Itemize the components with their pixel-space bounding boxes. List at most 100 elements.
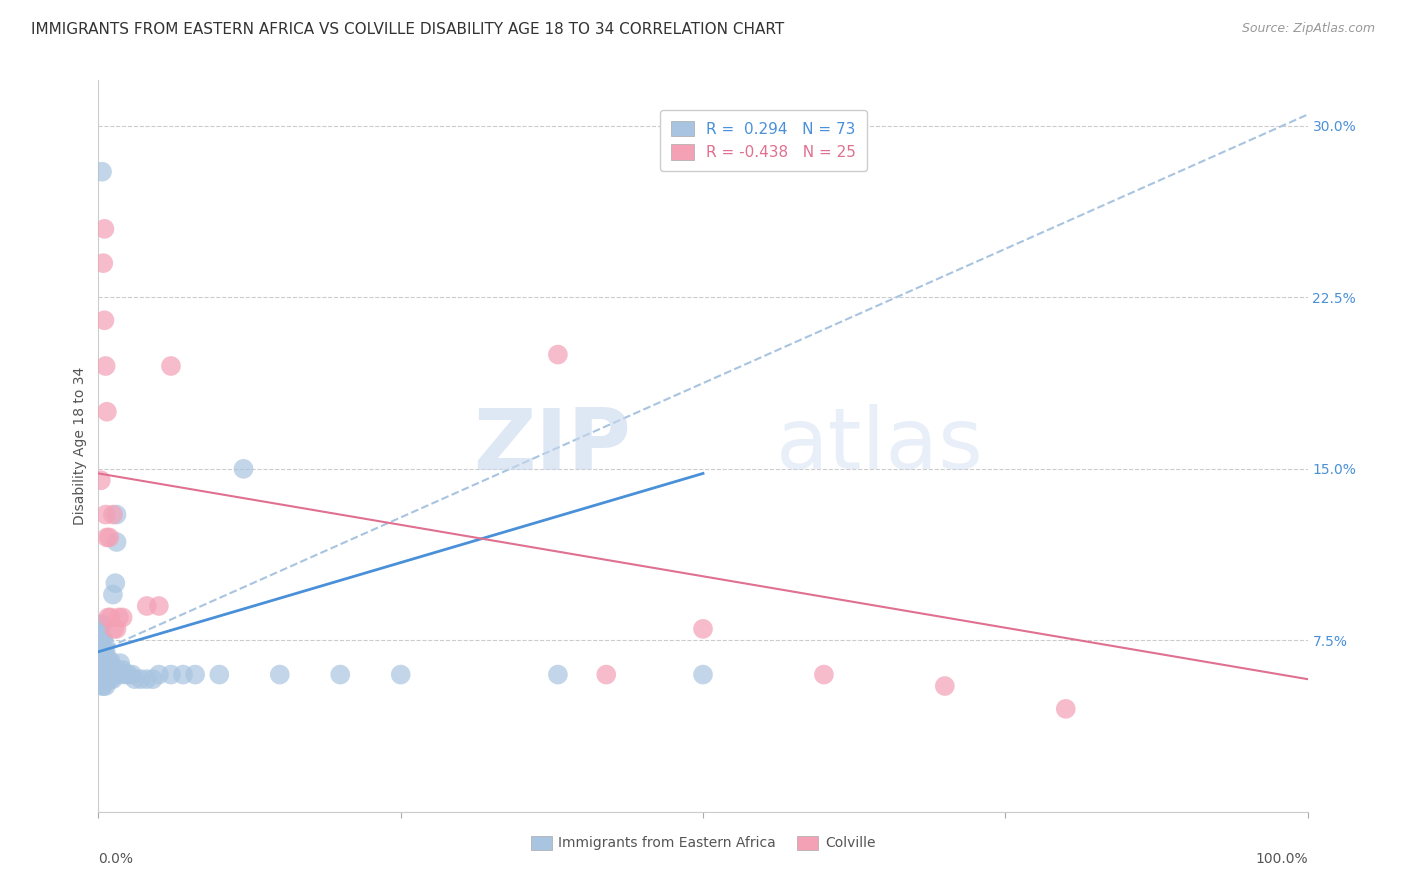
Point bbox=[93, 313, 115, 327]
Point bbox=[91, 656, 114, 670]
Point bbox=[94, 667, 117, 681]
Point bbox=[96, 530, 118, 544]
Point bbox=[96, 672, 118, 686]
Point bbox=[111, 610, 134, 624]
Point bbox=[93, 654, 115, 668]
Point bbox=[93, 635, 115, 649]
Point bbox=[105, 622, 128, 636]
Point bbox=[94, 508, 117, 522]
Point bbox=[100, 610, 122, 624]
Point bbox=[100, 667, 122, 681]
Y-axis label: Disability Age 18 to 34: Disability Age 18 to 34 bbox=[73, 367, 87, 525]
Point bbox=[160, 359, 183, 373]
Point bbox=[269, 667, 291, 681]
Text: Source: ZipAtlas.com: Source: ZipAtlas.com bbox=[1241, 22, 1375, 36]
Text: 100.0%: 100.0% bbox=[1256, 852, 1308, 866]
Point bbox=[91, 679, 114, 693]
Point bbox=[90, 635, 112, 649]
Text: 0.0%: 0.0% bbox=[98, 852, 134, 866]
Point bbox=[813, 667, 835, 681]
Point bbox=[94, 645, 117, 659]
Point bbox=[107, 663, 129, 677]
Point bbox=[172, 667, 194, 681]
Point bbox=[100, 654, 122, 668]
Point bbox=[124, 672, 146, 686]
Point bbox=[104, 576, 127, 591]
Point bbox=[91, 633, 114, 648]
Point bbox=[160, 667, 183, 681]
Point bbox=[93, 645, 115, 659]
Point bbox=[93, 222, 115, 236]
Point bbox=[90, 663, 112, 677]
Text: ZIP: ZIP bbox=[472, 404, 630, 488]
Point bbox=[97, 654, 120, 668]
Point bbox=[389, 667, 412, 681]
Point bbox=[91, 679, 114, 693]
Point bbox=[101, 672, 124, 686]
Point bbox=[89, 656, 111, 670]
Point bbox=[595, 667, 617, 681]
Point bbox=[105, 535, 128, 549]
Point bbox=[91, 645, 114, 659]
Point bbox=[98, 530, 121, 544]
Point bbox=[114, 667, 136, 681]
Point bbox=[98, 667, 121, 681]
Text: atlas: atlas bbox=[776, 404, 984, 488]
Point bbox=[91, 164, 114, 178]
Point bbox=[108, 656, 131, 670]
Point bbox=[98, 656, 121, 670]
Point bbox=[91, 617, 114, 632]
Point bbox=[89, 622, 111, 636]
Text: IMMIGRANTS FROM EASTERN AFRICA VS COLVILLE DISABILITY AGE 18 TO 34 CORRELATION C: IMMIGRANTS FROM EASTERN AFRICA VS COLVIL… bbox=[31, 22, 785, 37]
Point bbox=[91, 667, 114, 681]
Point bbox=[129, 672, 152, 686]
Point bbox=[90, 645, 112, 659]
Point bbox=[91, 645, 114, 659]
Point bbox=[103, 663, 125, 677]
Point bbox=[94, 656, 117, 670]
Point bbox=[100, 672, 122, 686]
Point bbox=[89, 645, 111, 659]
Point bbox=[96, 405, 118, 419]
Point bbox=[111, 663, 134, 677]
Point bbox=[93, 663, 115, 677]
Point bbox=[108, 610, 131, 624]
Point bbox=[89, 667, 111, 681]
Point bbox=[135, 599, 157, 613]
Point bbox=[90, 473, 112, 487]
Point bbox=[96, 654, 118, 668]
Point bbox=[103, 622, 125, 636]
Point bbox=[142, 672, 165, 686]
Point bbox=[90, 617, 112, 632]
Point bbox=[91, 256, 114, 270]
Point bbox=[94, 359, 117, 373]
Point bbox=[93, 672, 115, 686]
Point bbox=[135, 672, 157, 686]
Point bbox=[934, 679, 956, 693]
Point bbox=[184, 667, 207, 681]
Point bbox=[148, 599, 170, 613]
Point bbox=[692, 667, 714, 681]
Point bbox=[96, 663, 118, 677]
Point bbox=[90, 654, 112, 668]
Point bbox=[91, 667, 114, 681]
Point bbox=[118, 667, 141, 681]
Point bbox=[108, 667, 131, 681]
Point bbox=[692, 622, 714, 636]
Point bbox=[101, 508, 124, 522]
Point bbox=[1054, 702, 1077, 716]
Point bbox=[91, 656, 114, 670]
Point bbox=[91, 633, 114, 648]
Legend: R =  0.294   N = 73, R = -0.438   N = 25: R = 0.294 N = 73, R = -0.438 N = 25 bbox=[661, 110, 866, 171]
Point bbox=[97, 672, 120, 686]
Point bbox=[105, 508, 128, 522]
Point bbox=[90, 626, 112, 640]
Point bbox=[101, 588, 124, 602]
Point bbox=[208, 667, 231, 681]
Point bbox=[100, 663, 122, 677]
Point bbox=[97, 610, 120, 624]
Point bbox=[329, 667, 352, 681]
Point bbox=[547, 347, 569, 362]
Point bbox=[232, 462, 254, 476]
Point bbox=[90, 672, 112, 686]
